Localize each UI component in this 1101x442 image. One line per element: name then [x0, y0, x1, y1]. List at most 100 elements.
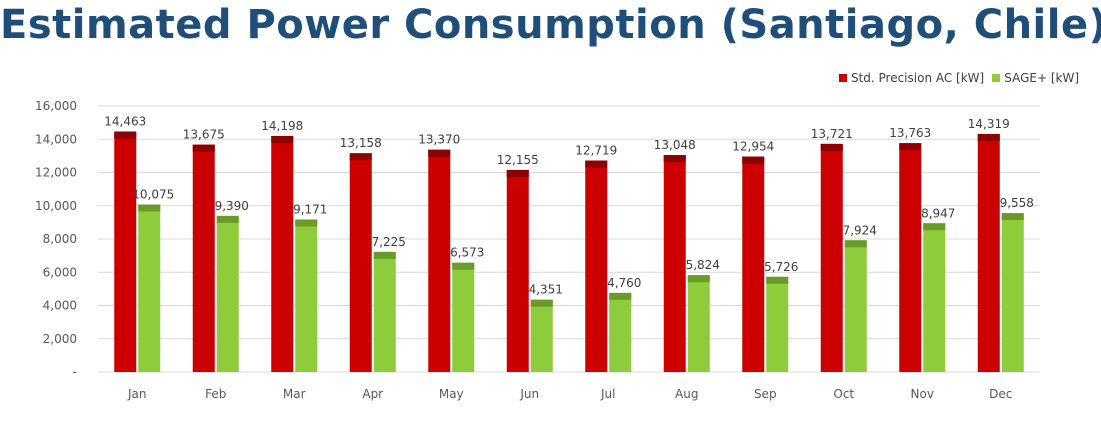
bar-top-std-precision-ac [271, 135, 294, 143]
data-label: 12,155 [497, 153, 539, 167]
bar-top-std-precision-ac [349, 153, 372, 161]
data-label: 14,463 [104, 115, 146, 129]
legend-label-sage-plus: SAGE+ [kW] [1004, 71, 1079, 85]
bar-top-sage-plus [452, 262, 475, 270]
bar-top-sage-plus [923, 223, 946, 231]
data-label: 14,319 [968, 117, 1010, 131]
chart-title: Estimated Power Consumption (Santiago, C… [0, 2, 1101, 48]
bar-std-precision-ac [428, 149, 451, 372]
y-tick-label: 14,000 [35, 132, 77, 146]
y-tick-label: 8,000 [43, 232, 77, 246]
bar-std-precision-ac [349, 153, 372, 372]
x-tick-label: Mar [283, 387, 306, 401]
x-tick-label: Aug [675, 387, 698, 401]
data-label: 9,558 [1000, 196, 1034, 210]
y-tick-label: 2,000 [43, 332, 77, 346]
chart-legend: Std. Precision AC [kW] SAGE+ [kW] [838, 71, 1079, 85]
bar-sage-plus [609, 292, 632, 372]
data-label: 4,760 [607, 276, 641, 290]
y-tick-label: 16,000 [35, 99, 77, 113]
data-label: 6,573 [450, 246, 484, 260]
legend-swatch-std-precision-ac [838, 74, 847, 82]
x-tick-label: Jul [600, 387, 615, 401]
bar-top-sage-plus [138, 204, 161, 212]
bar-top-std-precision-ac [428, 149, 451, 157]
bar-sage-plus [923, 223, 946, 372]
data-label: 13,048 [654, 138, 696, 152]
bar-sage-plus [373, 251, 396, 372]
bar-top-std-precision-ac [742, 156, 765, 164]
bar-top-std-precision-ac [663, 155, 686, 163]
bar-std-precision-ac [663, 155, 686, 372]
bar-top-std-precision-ac [192, 144, 215, 152]
bar-top-std-precision-ac [820, 143, 843, 151]
x-tick-label: Sep [754, 387, 777, 401]
data-label: 13,721 [811, 127, 853, 141]
bar-std-precision-ac [114, 131, 137, 372]
bar-sage-plus [766, 276, 789, 372]
bar-top-sage-plus [687, 275, 710, 283]
bar-sage-plus [138, 204, 161, 372]
x-tick-label: Apr [362, 387, 383, 401]
y-tick-label: - [73, 365, 77, 379]
bar-sage-plus [216, 215, 239, 372]
x-tick-label: Feb [205, 387, 226, 401]
bar-top-sage-plus [373, 251, 396, 259]
bar-sage-plus [295, 219, 318, 372]
bar-top-std-precision-ac [899, 143, 922, 151]
bar-std-precision-ac [271, 135, 294, 372]
bar-std-precision-ac [585, 160, 608, 372]
x-tick-label: Jan [127, 387, 147, 401]
bar-std-precision-ac [977, 133, 1000, 372]
data-label: 5,726 [764, 260, 798, 274]
bar-std-precision-ac [506, 169, 529, 372]
bar-std-precision-ac [192, 144, 215, 372]
bar-top-sage-plus [216, 215, 239, 223]
data-label: 4,351 [529, 283, 563, 297]
data-label: 10,075 [132, 188, 174, 202]
y-tick-label: 12,000 [35, 166, 77, 180]
bar-std-precision-ac [742, 156, 765, 372]
y-tick-label: 4,000 [43, 299, 77, 313]
bar-top-std-precision-ac [977, 133, 1000, 141]
bar-top-std-precision-ac [506, 169, 529, 177]
bar-top-std-precision-ac [114, 131, 137, 139]
data-label: 7,924 [843, 223, 877, 237]
bar-top-sage-plus [844, 240, 867, 248]
data-label: 9,171 [293, 203, 327, 217]
x-tick-label: Oct [833, 387, 854, 401]
legend-label-std-precision-ac: Std. Precision AC [kW] [850, 71, 985, 85]
bar-top-sage-plus [1001, 213, 1024, 221]
data-label: 8,947 [921, 206, 955, 220]
y-tick-label: 10,000 [35, 199, 77, 213]
data-label: 13,370 [418, 133, 460, 147]
data-label: 14,198 [261, 119, 303, 133]
data-label: 13,158 [340, 136, 382, 150]
data-label: 12,954 [732, 140, 774, 154]
x-tick-label: Dec [989, 387, 1012, 401]
x-tick-label: Jun [519, 387, 539, 401]
data-label: 5,824 [686, 258, 720, 272]
data-label: 13,675 [183, 128, 225, 142]
x-tick-label: May [439, 387, 464, 401]
bar-top-sage-plus [295, 219, 318, 227]
bar-top-sage-plus [766, 276, 789, 284]
x-tick-label: Nov [911, 387, 934, 401]
legend-swatch-sage-plus [992, 74, 1001, 82]
data-label: 12,719 [575, 144, 617, 158]
bar-top-sage-plus [609, 292, 632, 300]
data-label: 9,390 [215, 199, 249, 213]
bar-sage-plus [844, 240, 867, 372]
bar-sage-plus [1001, 213, 1024, 372]
bar-sage-plus [687, 275, 710, 372]
legend-item-sage-plus: SAGE+ [kW] [992, 71, 1079, 85]
bar-std-precision-ac [820, 143, 843, 372]
bar-sage-plus [530, 299, 553, 372]
data-label: 7,225 [372, 235, 406, 249]
bar-top-sage-plus [530, 299, 553, 307]
data-label: 13,763 [889, 126, 931, 140]
bar-sage-plus [452, 262, 475, 372]
bar-std-precision-ac [899, 143, 922, 372]
y-tick-label: 6,000 [43, 265, 77, 279]
